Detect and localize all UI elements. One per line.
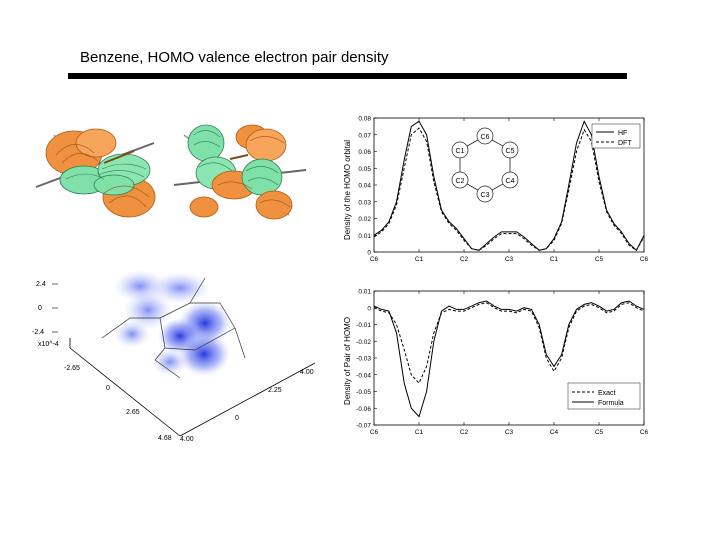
pair-density-surface: 2.4 0 -2.4 x10^-4 -2.65 0 2.65 4.68 4.00… [32,270,316,443]
y-tick-label: -0.04 [356,372,371,379]
slide-title: Benzene, HOMO valence electron pair dens… [80,49,389,66]
y-tick-label: -0.07 [356,423,371,430]
y-tick-label: 0.02 [358,216,371,223]
pair-density-surface-panel: 2.4 0 -2.4 x10^-4 -2.65 0 2.65 4.68 4.00… [30,268,322,446]
x-tick-label: C2 [460,256,469,263]
series-line-formula [373,300,645,418]
y-tick-label: 0.05 [358,166,371,173]
legend-entry: DFT [618,140,632,147]
x-tick-label: C4 [550,429,559,436]
y-axis-label: Density of Pair of HOMO [343,317,352,405]
z-tick: 0 [38,305,42,312]
y-tick-label: -0.03 [356,356,371,363]
y-tick-label: -0.01 [356,322,371,329]
series-line-hf [373,120,645,252]
homo-density-chart: Density of the HOMO orbital 0.08 0.07 0.06… [343,116,649,264]
y-tick-label: 0.03 [358,199,371,206]
orbital-left [35,128,156,218]
x-tick: 0 [235,415,239,422]
y-tick: 4.68 [158,435,172,442]
x-tick-label: C6 [640,256,649,263]
x-tick-label: C6 [370,429,379,436]
x-tick-label: C1 [415,429,424,436]
orbital-right [173,124,307,220]
y-tick-label: 0.01 [358,289,371,296]
series-line-exact [373,302,645,384]
z-tick: 2.4 [36,281,46,288]
y-axis-label: Density of the HOMO orbital [343,140,352,240]
y-tick: -2.65 [64,365,80,372]
ring-atom-label: C6 [481,134,490,141]
x-tick-label: C5 [595,256,604,263]
orbital-isosurface-image [35,124,307,220]
ring-atom-label: C3 [481,192,490,199]
y-tick-label: -0.06 [356,406,371,413]
y-tick-label: 0.07 [358,132,371,139]
title-underline [68,73,627,79]
x-tick: 2.25 [268,387,282,394]
legend-entry: HF [618,130,627,137]
z-scale-label: x10^-4 [38,341,59,348]
benzene-ring-inset: C6 C1 C5 C2 C4 C3 [451,127,519,203]
y-tick-label: 0 [367,250,371,257]
y-tick-label: 0.08 [358,116,371,123]
x-tick: 4.00 [180,436,194,443]
x-tick-label: C3 [505,256,514,263]
x-tick-label: C3 [505,429,514,436]
pair-density-chart-panel: Density of Pair of HOMO 0.01 0 -0.01 -0.02 -… [338,283,650,441]
y-tick-label: -0.02 [356,339,371,346]
y-tick: 2.65 [126,409,140,416]
x-tick-label: C1 [550,256,559,263]
ring-atom-label: C4 [506,178,515,185]
x-tick-label: C5 [595,429,604,436]
series-line-dft [373,127,645,252]
y-tick-label: -0.05 [356,389,371,396]
x-tick-label: C2 [460,429,469,436]
ring-atom-label: C5 [506,148,515,155]
z-tick: -2.4 [32,329,44,336]
y-tick-label: 0.01 [358,233,371,240]
orbital-isosurface-panel [34,115,307,227]
legend-entry: Formula [598,400,624,407]
y-tick-label: 0 [367,305,371,312]
homo-density-chart-panel: Density of the HOMO orbital 0.08 0.07 0.06… [338,110,650,268]
ring-atom-label: C1 [456,148,465,155]
x-tick-label: C6 [640,429,649,436]
ring-atom-label: C2 [456,178,465,185]
y-tick-label: 0.04 [358,183,371,190]
legend: HF DFT [591,123,641,149]
pair-density-chart: Density of Pair of HOMO 0.01 0 -0.01 -0.02 -… [343,289,649,437]
y-tick-label: 0.06 [358,149,371,156]
x-tick: 4.00 [300,369,314,376]
x-tick-label: C6 [370,256,379,263]
legend: Exact Formula [567,382,641,410]
x-tick-label: C1 [415,256,424,263]
legend-entry: Exact [598,390,616,397]
y-tick: 0 [106,385,110,392]
